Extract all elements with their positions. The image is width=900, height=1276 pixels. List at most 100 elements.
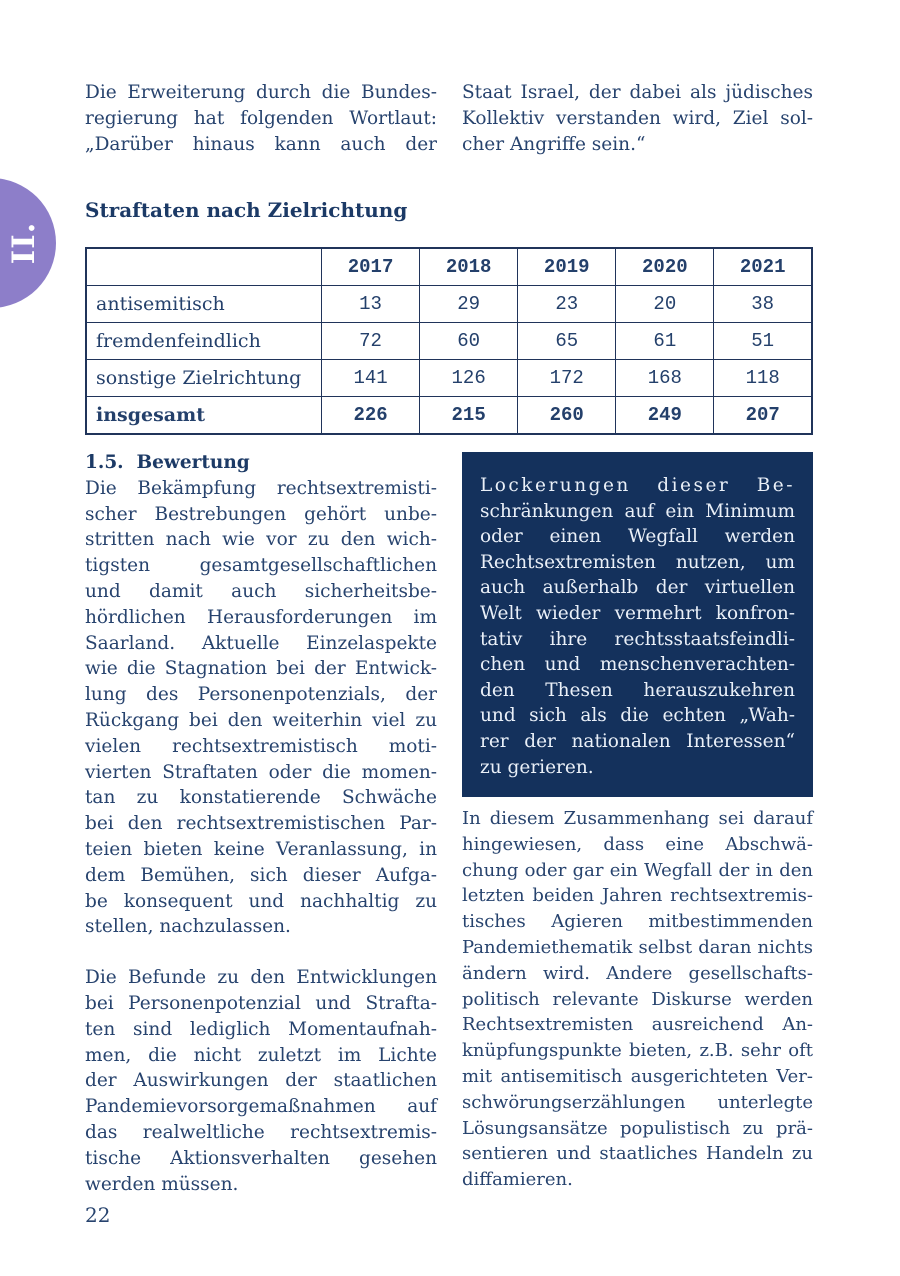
text-line: cher Angriffe sein.“	[462, 134, 646, 155]
table-cell-value: 126	[419, 359, 519, 397]
text-line: politisch relevante Diskurse werden	[462, 988, 813, 1010]
text-line: wie die Stagnation bei der Entwick-	[85, 658, 437, 680]
table-cell-value: 20	[615, 285, 715, 323]
text-line: vierten Straftaten oder die momen-	[85, 761, 437, 783]
chapter-tab: II.	[0, 178, 56, 308]
text-line: In diesem Zusammenhang sei darauf	[462, 808, 813, 829]
table-cell-value: 249	[615, 396, 715, 435]
bewertung-paragraph-1: Die Bekämpfung rechtsextremisti-scher Be…	[85, 476, 437, 940]
text-line: dem Bemühen, sich dieser Aufga-	[85, 864, 437, 886]
table-cell-value: 23	[517, 285, 617, 323]
text-line: bei Personenpotenzial und Strafta-	[85, 992, 437, 1014]
text-line: letzten beiden Jahren rechtsextremis-	[462, 885, 813, 907]
table-cell-value: 72	[320, 322, 421, 360]
text-line: werden müssen.	[85, 1173, 239, 1195]
text-line: den Thesen herauszukehren	[480, 679, 795, 701]
text-line: Pandemiethematik selbst daran nichts	[462, 936, 813, 958]
table-cell-value: 141	[320, 359, 421, 397]
page-number: 22	[85, 1203, 111, 1227]
text-line: Die Erweiterung durch die Bundes-	[85, 82, 437, 103]
text-line: tigsten gesamtgesellschaftlichen	[85, 555, 437, 577]
text-line: be konsequent und nachhaltig zu	[85, 890, 437, 912]
text-line: rer der nationalen Interessen“	[480, 730, 795, 752]
table-cell-label: antisemitisch	[85, 285, 322, 323]
intro-left-column: Die Erweiterung durch die Bundes-regieru…	[85, 80, 437, 158]
text-line: diffamieren.	[462, 1169, 573, 1191]
text-line: teien bieten keine Veranlassung, in	[85, 838, 437, 860]
table-row-total: insgesamt 226 215 260 249 207	[85, 396, 813, 435]
table-heading: Straftaten nach Zielrichtung	[85, 198, 408, 222]
text-line: Lockerungen dieser Be-	[480, 475, 795, 496]
table-cell-value: 226	[320, 396, 421, 435]
table-cell-value: 60	[419, 322, 519, 360]
table-row: antisemitisch 13 29 23 20 38	[85, 285, 813, 323]
section-heading: 1.5. Bewertung	[85, 452, 250, 473]
table-cell-value: 207	[713, 396, 813, 435]
text-line: schränkungen auf ein Minimum	[480, 500, 795, 522]
table-cell-value: 118	[713, 359, 813, 397]
text-line: tan zu konstatierende Schwäche	[85, 787, 437, 809]
text-line: sentieren und staatliches Handeln zu	[462, 1143, 813, 1165]
table-header-cell-year: 2019	[517, 247, 617, 286]
text-line: Staat Israel, der dabei als jüdisches	[462, 82, 813, 103]
text-line: und damit auch sicherheitsbe-	[85, 580, 437, 602]
text-line: chen und menschenverachten-	[480, 654, 795, 676]
text-line: der Auswirkungen der staatlichen	[85, 1070, 437, 1092]
text-line: Die Befunde zu den Entwicklungen	[85, 967, 437, 989]
text-line: hördlichen Herausforderungen im	[85, 606, 437, 628]
text-line: Die Bekämpfung rechtsextremisti-	[85, 477, 437, 499]
text-line: stellen, nachzulassen.	[85, 916, 291, 938]
table-cell-value: 29	[419, 285, 519, 323]
table-row: sonstige Zielrichtung 141 126 172 168 11…	[85, 359, 813, 397]
table-header-cell-year: 2020	[615, 247, 715, 286]
offences-by-target-table: 2017 2018 2019 2020 2021 antisemitisch 1…	[85, 247, 813, 435]
text-line: regierung hat folgenden Wortlaut:	[85, 108, 437, 129]
text-line: lung des Personenpotenzials, der	[85, 684, 437, 706]
text-line: schwörungserzählungen unterlegte	[462, 1091, 813, 1113]
table-cell-label: sonstige Zielrichtung	[85, 359, 322, 397]
text-line: Pandemievorsorgemaßnahmen auf	[85, 1096, 437, 1118]
text-line: Welt wieder vermehrt konfron-	[480, 602, 795, 624]
text-line: ändern wird. Andere gesellschafts-	[462, 962, 813, 984]
table-cell-value: 215	[419, 396, 519, 435]
table-cell-value: 260	[517, 396, 617, 435]
table-header-cell-empty	[85, 247, 322, 286]
text-line: tisches Agieren mitbestimmenden	[462, 911, 813, 933]
text-line: vielen rechtsextremistisch moti-	[85, 735, 437, 757]
table-cell-value: 61	[615, 322, 715, 360]
text-line: knüpfungspunkte bieten, z.B. sehr oft	[462, 1040, 813, 1062]
text-line: tativ ihre rechtsstaatsfeindli-	[480, 628, 795, 650]
text-line: chung oder gar ein Wegfall der in den	[462, 859, 813, 881]
bewertung-right-column: In diesem Zusammenhang sei darauf hingewi…	[462, 806, 813, 1193]
bewertung-paragraph-2: Die Befunde zu den Entwicklungen bei Pers…	[85, 965, 437, 1197]
text-line: Lösungsansätze populistisch zu prä-	[462, 1117, 813, 1139]
table-cell-label: fremdenfeindlich	[85, 322, 322, 360]
table-cell-value: 13	[320, 285, 421, 323]
table-row: fremdenfeindlich 72 60 65 61 51	[85, 322, 813, 360]
chapter-tab-label: II.	[6, 221, 42, 265]
text-line: Rechtsextremisten nutzen, um	[480, 551, 795, 573]
text-line: Rechtsextremisten ausreichend An-	[462, 1014, 813, 1036]
text-line: und sich als die echten „Wah-	[480, 705, 795, 727]
text-line: Kollektiv verstanden wird, Ziel sol-	[462, 108, 813, 129]
text-line: men, die nicht zuletzt im Lichte	[85, 1044, 437, 1066]
intro-right-column: Staat Israel, der dabei als jüdisches Kol…	[462, 80, 813, 158]
text-line: scher Bestrebungen gehört unbe-	[85, 503, 437, 525]
table-cell-value: 38	[713, 285, 813, 323]
text-line: zu gerieren.	[480, 756, 594, 778]
table-cell-value: 65	[517, 322, 617, 360]
callout-box: Lockerungen dieser Be-schränkungen auf e…	[462, 452, 813, 797]
text-line: bei den rechtsextremistischen Par-	[85, 813, 437, 835]
table-cell-value: 168	[615, 359, 715, 397]
table-header-cell-year: 2018	[419, 247, 519, 286]
table-cell-value: 172	[517, 359, 617, 397]
table-header-cell-year: 2021	[713, 247, 813, 286]
text-line: Saarland. Aktuelle Einzelaspekte	[85, 632, 437, 654]
text-line: mit antisemitisch ausgerichteten Ver-	[462, 1065, 813, 1087]
table-cell-value: 51	[713, 322, 813, 360]
table-cell-label: insgesamt	[85, 396, 322, 435]
text-line: ten sind lediglich Momentaufnah-	[85, 1018, 437, 1040]
table-header-cell-year: 2017	[320, 247, 421, 286]
text-line: stritten nach wie vor zu den wich-	[85, 529, 437, 551]
